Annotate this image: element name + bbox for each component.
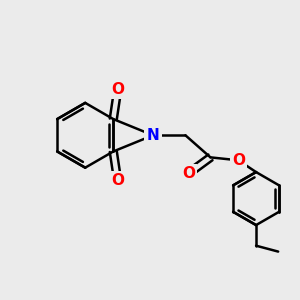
Text: O: O — [232, 153, 245, 168]
Text: O: O — [111, 82, 124, 97]
Text: N: N — [147, 128, 159, 143]
Text: O: O — [111, 173, 124, 188]
Text: O: O — [182, 166, 195, 181]
